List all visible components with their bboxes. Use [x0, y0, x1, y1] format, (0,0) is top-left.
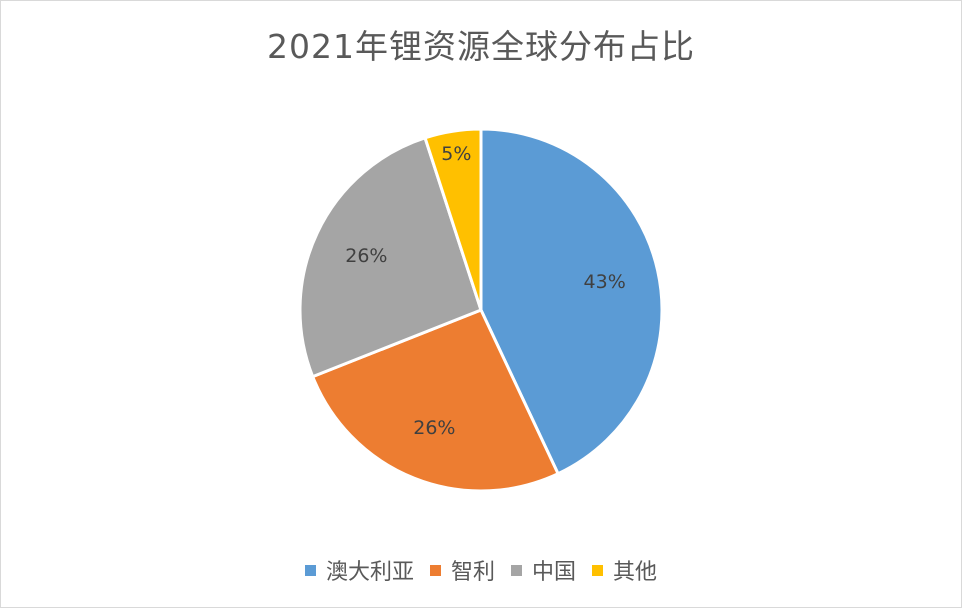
legend-swatch-icon: [592, 564, 604, 576]
legend-swatch-icon: [304, 564, 316, 576]
pie-slice-china[interactable]: [298, 136, 483, 379]
pie-slice-other[interactable]: [423, 127, 483, 312]
legend-label: 澳大利亚: [325, 560, 414, 585]
legend-label: 中国: [532, 560, 577, 585]
legend-swatch-icon: [511, 564, 522, 576]
legend-item-china[interactable]: 中国: [511, 554, 576, 586]
data-label-australia: 43%: [583, 271, 626, 294]
pie-slice-chile[interactable]: [311, 308, 560, 493]
chart-title: 2021年锂资源全球分布占比: [267, 27, 695, 66]
legend-swatch-icon: [429, 564, 441, 576]
pie-slice-australia[interactable]: [479, 127, 664, 476]
legend-label: 其他: [613, 560, 658, 585]
legend-label: 智利: [450, 560, 495, 585]
data-label-chile: 26%: [413, 416, 456, 439]
legend-item-chile[interactable]: 智利: [429, 554, 495, 586]
legend-item-australia[interactable]: 澳大利亚: [304, 554, 414, 586]
legend: 澳大利亚 智利 中国 其他: [0, 554, 962, 586]
data-label-china: 26%: [345, 245, 388, 268]
data-label-other: 5%: [441, 143, 472, 166]
legend-item-other[interactable]: 其他: [592, 554, 657, 586]
